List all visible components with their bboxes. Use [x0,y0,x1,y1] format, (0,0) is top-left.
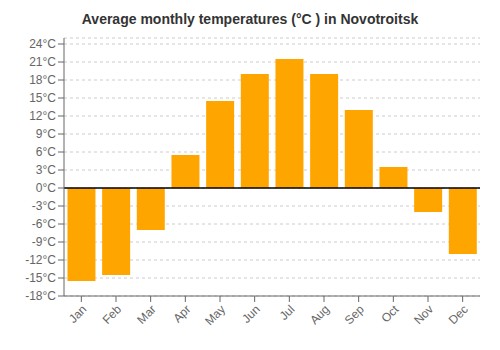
svg-text:6°C: 6°C [36,145,56,159]
svg-text:Jun: Jun [239,302,263,326]
svg-text:-9°C: -9°C [32,235,56,249]
svg-text:-12°C: -12°C [25,253,56,267]
svg-text:-3°C: -3°C [32,199,56,213]
svg-text:-15°C: -15°C [25,271,56,285]
svg-text:Aug: Aug [307,302,332,327]
html-text:Average monthly temperatures (: Average monthly temperatures (°C ) in No… [81,11,419,27]
svg-text:Oct: Oct [378,302,402,326]
svg-text:Dec: Dec [446,302,471,327]
svg-text:-6°C: -6°C [32,217,56,231]
svg-text:18°C: 18°C [29,73,56,87]
svg-text:Apr: Apr [170,302,193,325]
svg-text:Jul: Jul [277,302,298,323]
svg-text:3°C: 3°C [36,163,56,177]
svg-text:15°C: 15°C [29,91,56,105]
svg-text:Sep: Sep [342,302,367,327]
svg-text:12°C: 12°C [29,109,56,123]
svg-text:24°C: 24°C [29,37,56,51]
svg-text:0°C: 0°C [36,181,56,195]
svg-text:Jan: Jan [66,302,90,326]
svg-text:21°C: 21°C [29,55,56,69]
svg-text:Mar: Mar [134,302,159,327]
svg-text:Nov: Nov [411,302,436,327]
svg-text:-18°C: -18°C [25,289,56,303]
svg-text:May: May [202,302,228,328]
svg-text:Feb: Feb [100,302,125,327]
svg-text:9°C: 9°C [36,127,56,141]
